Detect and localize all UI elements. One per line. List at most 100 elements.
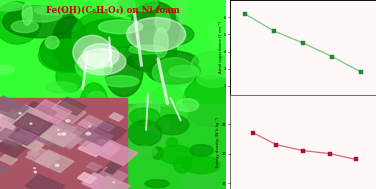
Ellipse shape xyxy=(52,17,88,68)
Ellipse shape xyxy=(86,132,91,135)
Bar xyxy=(124,104,226,189)
Polygon shape xyxy=(82,173,118,189)
Polygon shape xyxy=(98,122,115,132)
Ellipse shape xyxy=(130,2,179,53)
Ellipse shape xyxy=(56,61,83,92)
Ellipse shape xyxy=(128,120,162,146)
Ellipse shape xyxy=(166,138,177,147)
Polygon shape xyxy=(33,127,71,149)
Polygon shape xyxy=(8,117,23,126)
Bar xyxy=(0,98,127,189)
Polygon shape xyxy=(45,123,86,147)
Polygon shape xyxy=(105,167,116,174)
Ellipse shape xyxy=(183,156,220,174)
Ellipse shape xyxy=(38,39,101,73)
Ellipse shape xyxy=(62,133,65,135)
Y-axis label: Areal capacitance (F cm⁻²): Areal capacitance (F cm⁻²) xyxy=(219,21,223,73)
Ellipse shape xyxy=(169,66,199,77)
Ellipse shape xyxy=(123,20,183,48)
Polygon shape xyxy=(56,97,87,115)
Ellipse shape xyxy=(19,113,21,114)
Polygon shape xyxy=(0,110,22,130)
Ellipse shape xyxy=(191,52,228,79)
Ellipse shape xyxy=(196,69,231,87)
Ellipse shape xyxy=(22,2,32,25)
Polygon shape xyxy=(93,139,120,155)
Polygon shape xyxy=(0,128,26,146)
Ellipse shape xyxy=(99,20,143,34)
Polygon shape xyxy=(22,139,44,151)
Ellipse shape xyxy=(145,180,169,188)
Polygon shape xyxy=(14,113,53,136)
Ellipse shape xyxy=(138,96,160,122)
Ellipse shape xyxy=(0,2,41,44)
Ellipse shape xyxy=(55,164,59,166)
Polygon shape xyxy=(27,150,39,157)
Ellipse shape xyxy=(66,120,70,122)
Polygon shape xyxy=(31,100,72,124)
Polygon shape xyxy=(0,142,14,151)
Polygon shape xyxy=(23,126,40,136)
Ellipse shape xyxy=(118,0,160,18)
Polygon shape xyxy=(106,161,122,170)
Polygon shape xyxy=(0,127,28,148)
Ellipse shape xyxy=(34,171,36,173)
Ellipse shape xyxy=(89,126,91,127)
Ellipse shape xyxy=(103,76,139,87)
Polygon shape xyxy=(0,96,29,119)
Y-axis label: Energy density (W h kg⁻¹): Energy density (W h kg⁻¹) xyxy=(216,116,220,167)
Polygon shape xyxy=(80,115,106,130)
Ellipse shape xyxy=(146,23,194,46)
Polygon shape xyxy=(86,162,102,171)
Ellipse shape xyxy=(152,147,163,159)
Ellipse shape xyxy=(103,0,135,16)
Ellipse shape xyxy=(208,21,219,46)
Ellipse shape xyxy=(82,44,119,67)
Polygon shape xyxy=(87,140,120,159)
Ellipse shape xyxy=(145,124,177,145)
Ellipse shape xyxy=(128,103,159,125)
Polygon shape xyxy=(95,140,138,166)
Ellipse shape xyxy=(129,108,160,126)
Ellipse shape xyxy=(86,91,107,112)
Ellipse shape xyxy=(58,133,61,135)
Polygon shape xyxy=(36,116,76,140)
Ellipse shape xyxy=(78,49,126,75)
Ellipse shape xyxy=(181,170,217,189)
Ellipse shape xyxy=(73,35,112,69)
Ellipse shape xyxy=(150,87,185,106)
Polygon shape xyxy=(0,115,19,128)
Polygon shape xyxy=(97,166,128,184)
Ellipse shape xyxy=(154,28,168,58)
Ellipse shape xyxy=(58,129,59,130)
Ellipse shape xyxy=(45,36,59,49)
Polygon shape xyxy=(47,101,86,124)
Ellipse shape xyxy=(173,157,191,173)
Ellipse shape xyxy=(159,146,194,164)
Ellipse shape xyxy=(176,0,186,24)
Ellipse shape xyxy=(34,6,73,15)
Polygon shape xyxy=(11,105,52,129)
Ellipse shape xyxy=(132,29,176,74)
Polygon shape xyxy=(78,120,93,129)
Ellipse shape xyxy=(80,83,108,125)
Polygon shape xyxy=(77,172,97,184)
Polygon shape xyxy=(14,128,40,143)
Polygon shape xyxy=(109,113,124,121)
Polygon shape xyxy=(96,169,109,176)
Ellipse shape xyxy=(176,99,199,112)
Polygon shape xyxy=(9,141,22,149)
Ellipse shape xyxy=(22,5,62,22)
Polygon shape xyxy=(29,127,61,146)
Polygon shape xyxy=(2,109,34,128)
Ellipse shape xyxy=(46,82,77,93)
Ellipse shape xyxy=(178,104,188,120)
Polygon shape xyxy=(21,102,57,123)
Polygon shape xyxy=(24,128,53,145)
Ellipse shape xyxy=(75,53,112,79)
Ellipse shape xyxy=(0,2,23,11)
Ellipse shape xyxy=(30,123,32,124)
Polygon shape xyxy=(0,165,11,174)
Ellipse shape xyxy=(80,19,146,48)
Ellipse shape xyxy=(156,115,189,135)
